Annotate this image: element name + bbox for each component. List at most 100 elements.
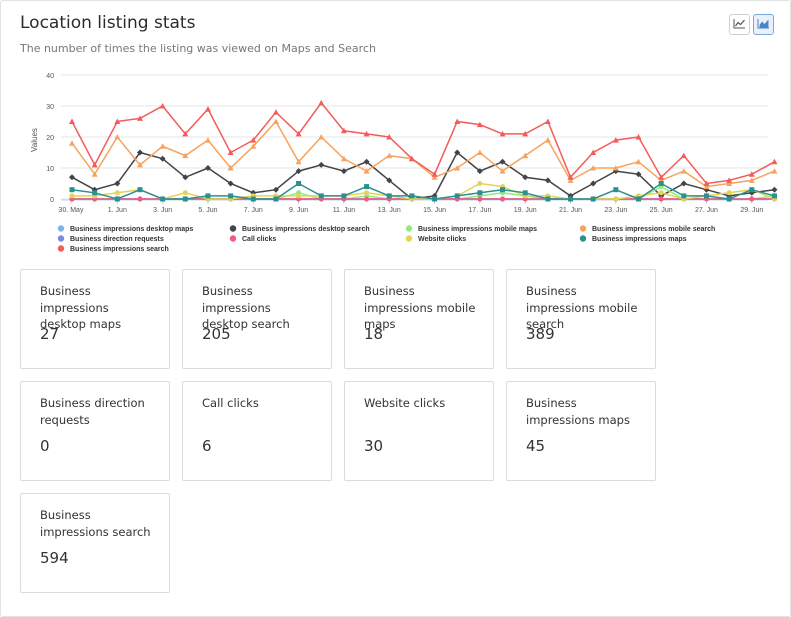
data-point[interactable] xyxy=(69,193,75,199)
data-point[interactable] xyxy=(612,137,619,143)
legend-item[interactable]: Business impressions search xyxy=(57,245,169,253)
data-point[interactable] xyxy=(477,196,483,202)
data-point[interactable] xyxy=(499,158,506,165)
area-chart-button[interactable] xyxy=(753,14,774,35)
data-point[interactable] xyxy=(227,180,234,187)
data-point[interactable] xyxy=(499,130,506,137)
data-point[interactable] xyxy=(522,152,529,159)
data-point[interactable] xyxy=(386,177,393,184)
data-point[interactable] xyxy=(91,171,98,177)
data-point[interactable] xyxy=(658,181,664,186)
data-point[interactable] xyxy=(680,152,687,159)
data-point[interactable] xyxy=(476,168,483,175)
data-point[interactable] xyxy=(386,152,393,159)
data-point[interactable] xyxy=(703,193,709,199)
data-point[interactable] xyxy=(69,187,75,193)
data-point[interactable] xyxy=(363,158,370,165)
data-point[interactable] xyxy=(159,103,166,109)
data-point[interactable] xyxy=(409,193,415,199)
data-point[interactable] xyxy=(204,106,211,112)
data-point[interactable] xyxy=(205,193,211,199)
data-point[interactable] xyxy=(454,118,461,125)
data-point[interactable] xyxy=(296,193,302,199)
data-point[interactable] xyxy=(136,115,143,121)
data-point[interactable] xyxy=(522,190,528,196)
data-point[interactable] xyxy=(544,177,551,184)
data-point[interactable] xyxy=(250,137,257,143)
data-point[interactable] xyxy=(431,171,438,177)
data-point[interactable] xyxy=(726,196,732,202)
data-point[interactable] xyxy=(545,196,551,202)
data-point[interactable] xyxy=(272,109,279,115)
data-point[interactable] xyxy=(182,196,188,202)
data-point[interactable] xyxy=(544,118,551,125)
data-point[interactable] xyxy=(703,180,710,187)
legend-item[interactable]: Business impressions mobile search xyxy=(579,225,716,233)
data-point[interactable] xyxy=(771,193,777,199)
data-point[interactable] xyxy=(454,149,461,156)
data-point[interactable] xyxy=(160,196,166,202)
data-point[interactable] xyxy=(114,118,121,125)
data-point[interactable] xyxy=(612,165,619,171)
data-point[interactable] xyxy=(477,181,483,186)
data-point[interactable] xyxy=(182,130,189,137)
data-point[interactable] xyxy=(114,190,120,196)
data-point[interactable] xyxy=(726,180,733,187)
data-point[interactable] xyxy=(318,193,324,199)
data-point[interactable] xyxy=(364,184,370,190)
data-point[interactable] xyxy=(364,190,370,196)
data-point[interactable] xyxy=(658,196,664,202)
data-point[interactable] xyxy=(204,137,211,143)
data-point[interactable] xyxy=(680,180,687,187)
data-point[interactable] xyxy=(590,165,597,171)
data-point[interactable] xyxy=(476,121,483,128)
data-point[interactable] xyxy=(137,187,143,193)
data-point[interactable] xyxy=(454,193,460,199)
data-point[interactable] xyxy=(250,143,257,149)
data-point[interactable] xyxy=(318,134,325,140)
data-point[interactable] xyxy=(476,149,483,156)
data-point[interactable] xyxy=(749,187,755,193)
data-point[interactable] xyxy=(69,140,75,146)
data-point[interactable] xyxy=(295,130,302,137)
data-point[interactable] xyxy=(69,174,75,181)
data-point[interactable] xyxy=(454,165,461,171)
legend-item[interactable]: Business direction requests xyxy=(57,235,164,243)
data-point[interactable] xyxy=(114,196,120,202)
data-point[interactable] xyxy=(726,177,733,183)
data-point[interactable] xyxy=(658,190,664,196)
data-point[interactable] xyxy=(408,155,415,162)
data-point[interactable] xyxy=(681,193,687,199)
data-point[interactable] xyxy=(272,118,279,125)
data-point[interactable] xyxy=(296,181,302,186)
data-point[interactable] xyxy=(703,183,710,190)
data-point[interactable] xyxy=(567,174,574,180)
data-point[interactable] xyxy=(182,152,189,159)
data-point[interactable] xyxy=(635,158,642,165)
data-point[interactable] xyxy=(250,196,256,202)
legend-item[interactable]: Business impressions maps xyxy=(579,235,687,243)
data-point[interactable] xyxy=(726,190,732,196)
data-point[interactable] xyxy=(340,155,347,162)
data-point[interactable] xyxy=(227,165,234,171)
data-point[interactable] xyxy=(136,149,143,156)
legend-item[interactable]: Business impressions desktop maps xyxy=(57,225,194,233)
data-point[interactable] xyxy=(613,187,619,193)
data-point[interactable] xyxy=(432,196,438,202)
data-point[interactable] xyxy=(114,134,121,140)
data-point[interactable] xyxy=(340,127,347,134)
data-point[interactable] xyxy=(204,165,211,171)
data-point[interactable] xyxy=(590,196,596,202)
data-point[interactable] xyxy=(636,196,641,202)
data-point[interactable] xyxy=(658,174,665,180)
data-point[interactable] xyxy=(590,180,597,187)
data-point[interactable] xyxy=(749,196,755,202)
data-point[interactable] xyxy=(590,149,597,156)
data-point[interactable] xyxy=(136,161,143,168)
data-point[interactable] xyxy=(522,174,529,181)
data-point[interactable] xyxy=(499,168,506,174)
data-point[interactable] xyxy=(363,130,370,137)
data-point[interactable] xyxy=(771,168,778,174)
data-point[interactable] xyxy=(771,158,778,165)
data-point[interactable] xyxy=(92,190,98,196)
